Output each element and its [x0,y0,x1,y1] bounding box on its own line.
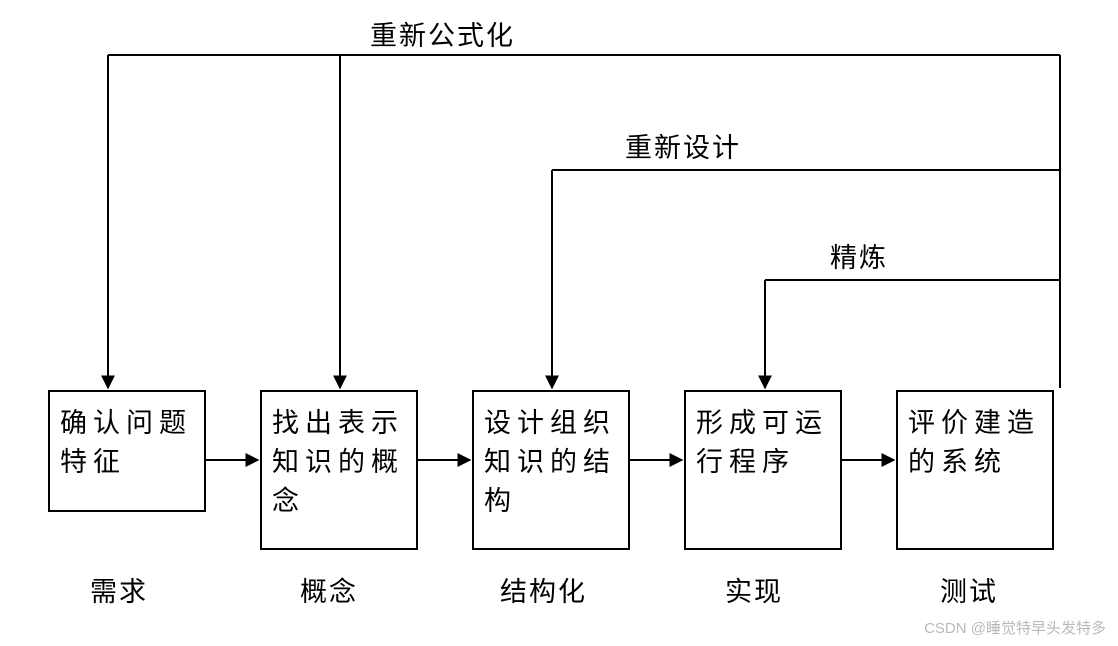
node-n5-text: 评价建造的系统 [908,408,1040,477]
flowchart-canvas: 确认问题特征 找出表示知识的概念 设计组织知识的结构 形成可运行程序 评价建造的… [0,0,1118,646]
feedback1-label: 重新公式化 [370,14,515,53]
stage-n5: 测试 [940,570,998,609]
node-n4-text: 形成可运行程序 [696,408,828,477]
node-n1-text: 确认问题特征 [60,408,192,477]
stage-n4: 实现 [725,570,783,609]
node-n5: 评价建造的系统 [896,390,1054,550]
feedback3-label: 精炼 [830,236,888,275]
stage-n3: 结构化 [500,570,587,609]
node-n2: 找出表示知识的概念 [260,390,418,550]
stage-n2: 概念 [300,570,358,609]
node-n3: 设计组织知识的结构 [472,390,630,550]
node-n2-text: 找出表示知识的概念 [272,408,404,516]
node-n1: 确认问题特征 [48,390,206,512]
node-n3-text: 设计组织知识的结构 [484,408,616,516]
watermark: CSDN @睡觉特早头发特多 [924,617,1106,638]
node-n4: 形成可运行程序 [684,390,842,550]
feedback2-label: 重新设计 [625,126,741,165]
stage-n1: 需求 [90,570,148,609]
